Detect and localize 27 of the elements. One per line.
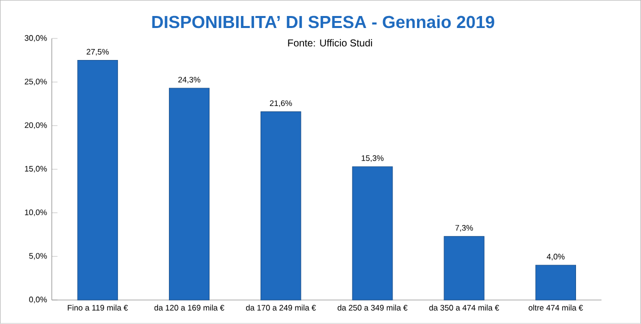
data-label: 24,3%	[178, 76, 200, 84]
data-label: 27,5%	[86, 49, 109, 56]
data-label: 21,6%	[270, 100, 292, 108]
x-tick-label: da 120 a 169 mila €	[154, 304, 224, 311]
x-tick-label: da 250 a 349 mila €	[338, 304, 408, 311]
bar	[168, 88, 210, 300]
bar	[352, 166, 393, 300]
y-tick-label: 5,0%	[29, 253, 47, 260]
y-tick-label: 25,0%	[24, 78, 47, 86]
bar	[77, 60, 118, 300]
chart-title: DISPONIBILITA’ DI SPESA - Gennaio 2019	[152, 16, 494, 28]
data-label: 4,0%	[546, 254, 565, 261]
data-label: 7,3%	[455, 225, 473, 232]
y-tick-label: 15,0%	[25, 166, 47, 173]
x-tick-label: da 170 a 249 mila €	[246, 304, 316, 311]
x-tick-label: da 350 a 474 mila €	[429, 304, 500, 311]
y-tick-label: 20,0%	[24, 122, 47, 130]
x-tick-label: Fino a 119 mila €	[68, 304, 128, 311]
data-label: 15,3%	[362, 155, 384, 162]
bar	[444, 236, 484, 300]
y-tick-label: 30,0%	[24, 35, 47, 42]
y-tick-label: 0,0%	[29, 296, 47, 304]
annotation: Fonte: Ufficio Studi	[288, 39, 372, 47]
bar	[535, 264, 576, 300]
x-tick-label: oltre 474 mila €	[528, 304, 583, 311]
bar	[260, 112, 302, 300]
y-tick-label: 10,0%	[25, 210, 47, 216]
